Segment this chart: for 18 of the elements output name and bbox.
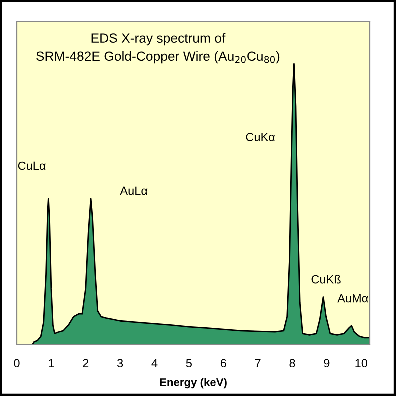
x-tick-label: 5	[186, 359, 192, 368]
x-tick-label: 4	[152, 359, 158, 368]
x-tick-label: 7	[255, 359, 261, 368]
x-axis-title: Energy (keV)	[160, 378, 227, 389]
annotation: AuLα	[120, 186, 148, 196]
annotation: CuKß	[312, 275, 341, 284]
x-tick-label: 8	[290, 359, 296, 368]
annotation: CuLα	[18, 162, 46, 170]
x-tick-label: 6	[220, 359, 226, 368]
x-tick-label: 2	[83, 359, 89, 368]
x-tick-label: 10	[356, 359, 368, 368]
x-tick-label: 0	[14, 359, 20, 368]
x-tick-label: 9	[324, 359, 330, 368]
x-tick-label: 1	[49, 359, 54, 368]
x-tick-label: 3	[117, 359, 124, 368]
chart-title: EDS X-ray spectrum of SRM-482E Gold-Copper Wire (Au$_{20}$Cu$_{80}$)	[36, 33, 280, 64]
annotation: AuMα	[338, 294, 368, 303]
annotation: CuKα	[246, 133, 276, 142]
